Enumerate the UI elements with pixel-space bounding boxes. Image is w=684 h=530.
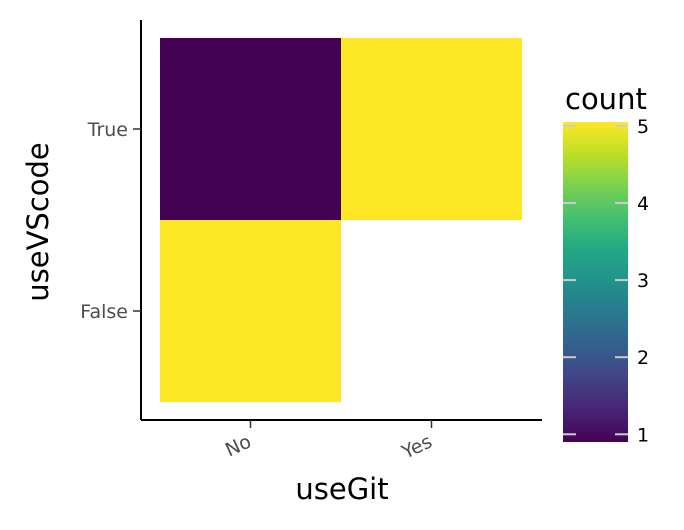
- heatmap-cell: [341, 38, 522, 220]
- colorbar-tick-label: 1: [637, 424, 649, 446]
- y-tick-label: False: [80, 301, 128, 323]
- colorbar-tick-label: 5: [637, 116, 649, 138]
- y-axis-ticks: False True: [80, 119, 141, 323]
- y-axis-title: useVScode: [21, 142, 55, 302]
- colorbar-ticks: 1 2 3 4 5: [563, 116, 649, 446]
- colorbar-gradient: [563, 122, 628, 442]
- colorbar-tick-label: 2: [637, 347, 649, 369]
- x-tick-label: No: [222, 431, 255, 462]
- colorbar-tick-label: 4: [637, 193, 649, 215]
- colorbar-title: count: [565, 82, 647, 116]
- x-axis-title: useGit: [295, 472, 388, 506]
- heatmap-cell: [160, 220, 341, 402]
- x-tick-label: Yes: [398, 431, 436, 464]
- colorbar-legend: count 1 2 3 4 5: [563, 82, 649, 446]
- colorbar-tick-label: 3: [637, 270, 649, 292]
- heatmap-cells: [160, 38, 522, 402]
- y-tick-label: True: [87, 119, 128, 141]
- x-axis-ticks: No Yes: [222, 420, 436, 464]
- heatmap-cell: [160, 38, 341, 220]
